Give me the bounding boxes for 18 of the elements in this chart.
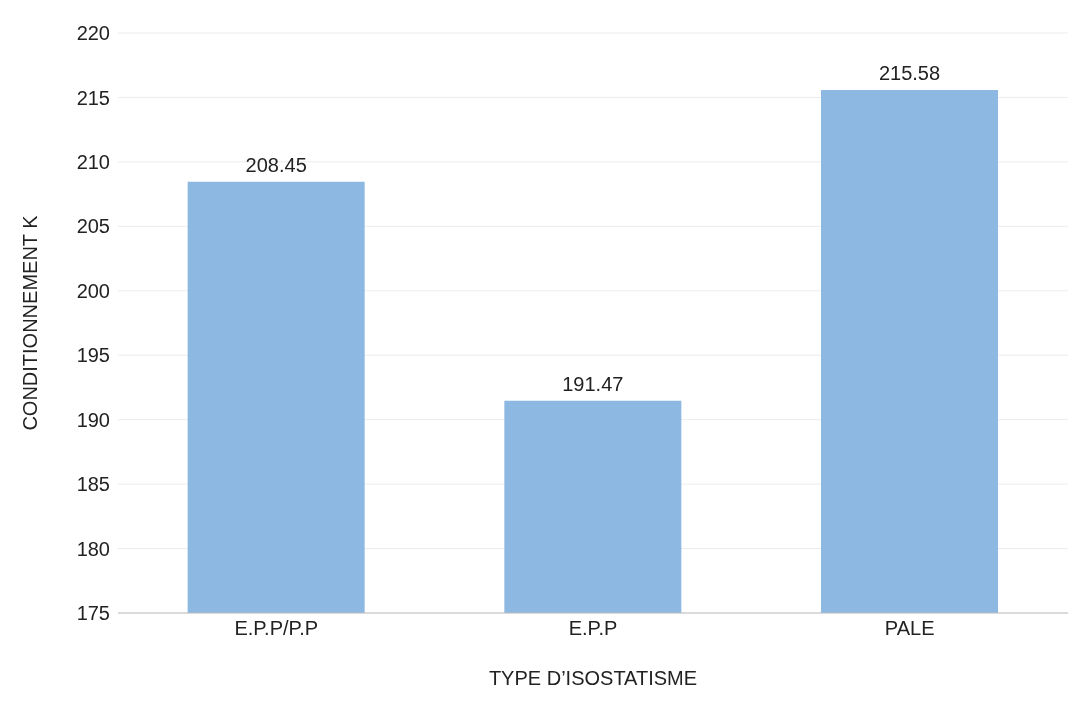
y-tick-label: 175 — [76, 602, 110, 625]
x-tick-label: PALE — [884, 617, 935, 640]
data-label: 191.47 — [562, 372, 624, 395]
data-label: 215.58 — [878, 61, 941, 84]
y-axis-title: CONDITIONNEMENT K — [19, 214, 42, 431]
x-tick-label: E.P.P — [568, 617, 618, 640]
y-tick-label: 190 — [76, 408, 110, 431]
data-label: 208.45 — [245, 153, 307, 176]
y-tick-label: 205 — [76, 215, 110, 238]
y-tick-label: 180 — [76, 537, 110, 560]
y-tick-label: 215 — [76, 86, 110, 109]
x-tick-label: E.P.P/P.P — [234, 617, 319, 640]
y-tick-label: 185 — [76, 473, 110, 496]
y-tick-label: 195 — [76, 344, 110, 367]
y-tick-label: 220 — [76, 22, 110, 45]
y-tick-label: 200 — [76, 279, 110, 302]
y-tick-label: 210 — [76, 150, 110, 173]
x-axis-title: TYPE D’ISOSTATISME — [488, 667, 698, 689]
